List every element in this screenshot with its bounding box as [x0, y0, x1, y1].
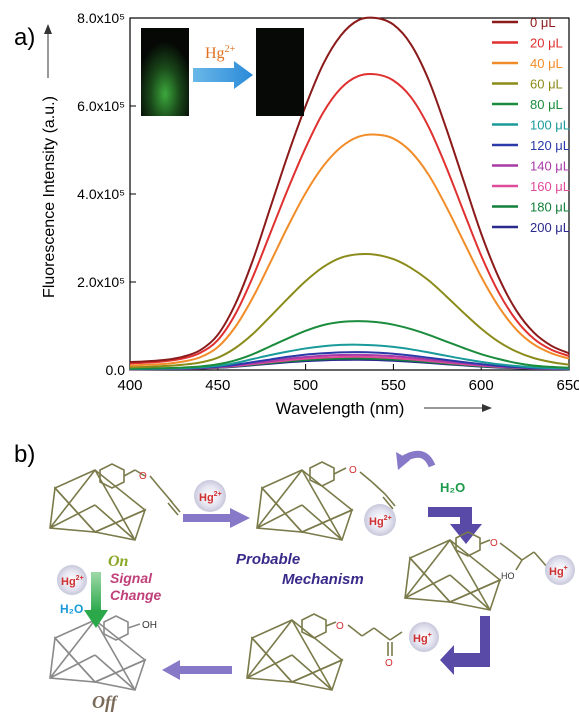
- legend-label-9: 180 μL: [530, 200, 570, 215]
- signal-arrow-head: [84, 610, 108, 628]
- y-axis: 0.0 2.0x10⁵ 4.0x10⁵ 6.0x10⁵ 8.0x10⁵: [77, 10, 136, 378]
- hg-ketone-bubble: [409, 622, 439, 652]
- series-line-3: [129, 252, 570, 369]
- inset: Hg2+: [141, 28, 304, 116]
- enol-ho-label: HO: [501, 571, 515, 581]
- arrow-to-bound: [183, 508, 250, 528]
- x-axis: 400 450 500 550 600 650: [117, 364, 579, 394]
- y-axis-label: Fluorescence Intensity (a.u.): [41, 96, 58, 298]
- legend-label-3: 60 μL: [530, 77, 563, 92]
- x-axis-arrowhead: [482, 404, 492, 412]
- x-axis-label: Wavelength (nm): [276, 399, 405, 418]
- y-tick-label: 2.0x10⁵: [77, 274, 125, 290]
- legend-label-1: 20 μL: [530, 36, 563, 51]
- cage-off: [49, 615, 147, 691]
- legend-label-6: 120 μL: [530, 138, 570, 153]
- x-tick-label: 400: [117, 377, 142, 394]
- hg-left-bubble: [57, 565, 87, 595]
- cage-ketone: [246, 613, 403, 691]
- legend-label-4: 80 μL: [530, 97, 563, 112]
- hg-enol-bubble: [545, 555, 575, 585]
- hg-reagent-bubble: [194, 480, 226, 512]
- ether-o-3: O: [490, 538, 498, 549]
- inset-label: Hg2+: [205, 44, 236, 62]
- x-tick-label: 450: [205, 377, 230, 394]
- mechanism-line2: Mechanism: [282, 571, 364, 588]
- curved-arrowhead: [396, 452, 410, 470]
- series-line-1: [129, 72, 570, 365]
- x-tick-label: 600: [469, 377, 494, 394]
- panel-a-label: a): [14, 24, 35, 51]
- h2o-top: H₂O: [440, 480, 465, 495]
- inset-arrow: [193, 61, 253, 89]
- h2o-left: H₂O: [60, 602, 83, 616]
- x-tick-label: 550: [381, 377, 406, 394]
- ketone-o-label: O: [385, 658, 393, 669]
- y-tick-label: 6.0x10⁵: [77, 98, 125, 114]
- signal-change-line1: Signal: [110, 570, 153, 586]
- y-axis-arrowhead: [44, 24, 52, 34]
- legend-label-2: 40 μL: [530, 56, 563, 71]
- series-line-4: [129, 320, 570, 370]
- hg-left-label: Hg2+: [61, 575, 84, 588]
- series-line-2: [129, 133, 570, 367]
- cage-on: [49, 463, 181, 541]
- x-tick-label: 650: [556, 377, 579, 394]
- x-tick-label: 500: [293, 377, 318, 394]
- phenol-oh-label: OH: [142, 620, 157, 631]
- legend-label-7: 140 μL: [530, 159, 570, 174]
- y-tick-label: 0.0: [106, 362, 126, 378]
- hg-enol-label: Hg+: [549, 565, 568, 578]
- bend-arrow-down: [440, 616, 490, 675]
- hg-bound-label: Hg2+: [369, 515, 392, 528]
- legend-label-8: 160 μL: [530, 179, 570, 194]
- hg-reagent-label: Hg2+: [199, 491, 222, 504]
- state-on-label: On: [108, 553, 129, 570]
- legend-label-5: 100 μL: [530, 118, 570, 133]
- cage-bound: [256, 461, 396, 541]
- inset-vial-before: [141, 28, 189, 116]
- panel-b-label: b): [14, 441, 35, 468]
- mechanism-line1: Probable: [236, 551, 300, 568]
- cage-enol: [404, 531, 549, 611]
- bend-arrow-right: [428, 507, 482, 544]
- legend: 0 μL 20 μL 40 μL 60 μL 80 μL 100 μL 120 μL 140 …: [492, 15, 570, 235]
- y-tick-label: 4.0x10⁵: [77, 186, 125, 202]
- signal-arrow-shaft: [91, 572, 101, 612]
- signal-change-line2: Change: [110, 587, 162, 603]
- arrow-to-off: [162, 660, 232, 680]
- hg-ketone-label: Hg+: [413, 632, 432, 645]
- ether-o-4: O: [336, 621, 344, 632]
- plot-series: [129, 16, 570, 371]
- ether-o-1: O: [139, 471, 147, 482]
- legend-label-0: 0 μL: [530, 15, 556, 30]
- ether-o-2: O: [349, 465, 357, 476]
- inset-vial-after: [256, 28, 304, 116]
- hg-bound-bubble: [364, 504, 396, 536]
- series-line-0: [129, 16, 570, 364]
- state-off-label: Off: [92, 692, 119, 712]
- legend-label-10: 200 μL: [530, 220, 570, 235]
- y-tick-label: 8.0x10⁵: [77, 10, 125, 26]
